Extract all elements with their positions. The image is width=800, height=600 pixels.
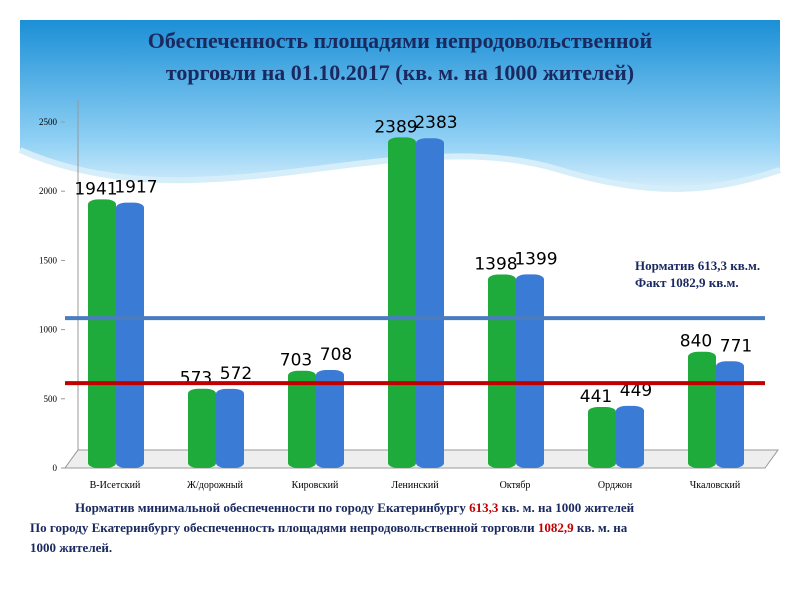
value-label: 441 (580, 387, 612, 407)
value-label: 1399 (514, 249, 557, 269)
annotation: Норматив 613,3 кв.м. (635, 258, 760, 273)
footer: По городу Екатеринбургу обеспеченность п… (30, 520, 628, 535)
bar (188, 388, 216, 468)
footer-value: 1082,9 (538, 520, 574, 535)
y-tick-label: 2000 (39, 186, 58, 196)
value-label: 771 (720, 336, 752, 356)
value-label: 1398 (474, 255, 517, 275)
bar (416, 138, 444, 468)
bar (288, 370, 316, 468)
value-label: 572 (220, 364, 252, 384)
x-tick-label: Октябр (500, 480, 531, 491)
x-tick-label: Кировский (292, 480, 339, 491)
x-tick-label: Ленинский (391, 480, 439, 491)
value-label: 573 (180, 369, 212, 389)
footer-text: кв. м. на 1000 жителей (498, 500, 634, 515)
y-tick-label: 2500 (39, 117, 58, 127)
bar (516, 274, 544, 468)
x-tick-label: В-Исетский (90, 480, 141, 491)
footer-text: кв. м. на (574, 520, 628, 535)
chart-title: торговли на 01.10.2017 (кв. м. на 1000 ж… (166, 60, 634, 85)
bar (316, 370, 344, 468)
footer-text: 1000 жителей. (30, 540, 112, 555)
value-label: 2383 (414, 113, 457, 133)
footer-text: По городу Екатеринбургу обеспеченность п… (30, 520, 538, 535)
value-label: 1941 (74, 179, 117, 199)
bar (388, 137, 416, 468)
footer-value: 613,3 (469, 500, 499, 515)
value-label: 1917 (114, 178, 157, 198)
bar (588, 406, 616, 468)
y-tick-label: 0 (53, 463, 58, 473)
y-tick-label: 1500 (39, 255, 58, 265)
bar (488, 274, 516, 468)
chart-title: Обеспеченность площадями непродовольстве… (148, 28, 653, 53)
bar (688, 351, 716, 468)
x-tick-label: Орджон (598, 480, 633, 491)
wave-edge (18, 147, 781, 192)
bar (116, 202, 144, 468)
bar (716, 361, 744, 468)
bar (216, 388, 244, 468)
bar (616, 405, 644, 468)
value-label: 703 (280, 351, 312, 371)
value-label: 840 (680, 332, 712, 352)
x-tick-label: Чкаловский (690, 480, 741, 491)
y-tick-label: 500 (44, 394, 58, 404)
value-label: 708 (320, 345, 352, 365)
footer-text: Норматив минимальной обеспеченности по г… (75, 500, 469, 515)
footer: Норматив минимальной обеспеченности по г… (75, 500, 635, 515)
x-tick-label: Ж/дорожный (187, 480, 244, 491)
bar (88, 199, 116, 468)
annotation: Факт 1082,9 кв.м. (635, 275, 739, 290)
value-label: 2389 (374, 117, 417, 137)
y-tick-label: 1000 (39, 325, 58, 335)
value-label: 449 (620, 381, 652, 401)
